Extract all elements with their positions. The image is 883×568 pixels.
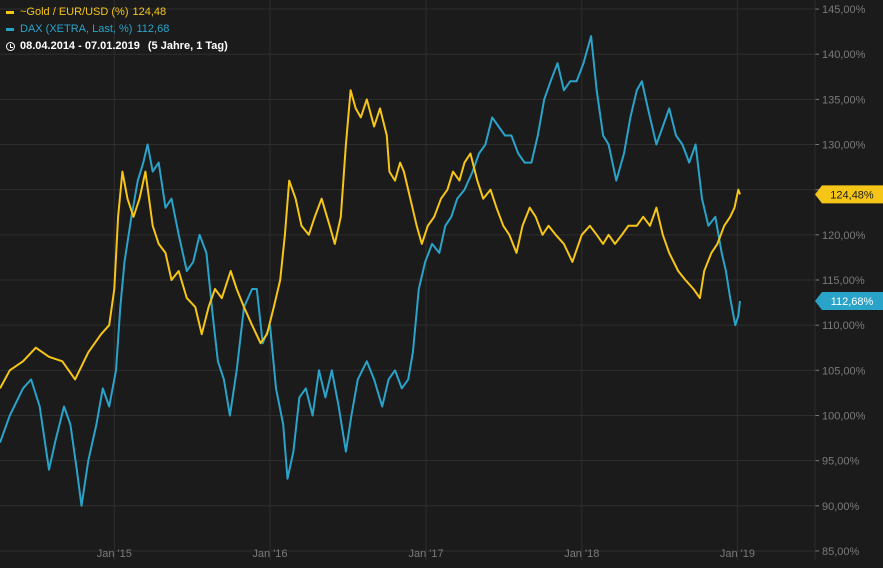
y-tick-label: 85,00%: [822, 546, 860, 558]
dax-series-swatch: [6, 28, 14, 31]
legend-item-gold[interactable]: ~Gold / EUR/USD (%) 124,48: [6, 4, 228, 21]
y-tick-label: 105,00%: [822, 365, 866, 377]
last-value-text: 112,68%: [831, 296, 874, 308]
y-tick-label: 130,00%: [822, 140, 866, 152]
gold-last-value-tag: 124,48%: [815, 185, 883, 204]
y-tick-label: 145,00%: [822, 4, 866, 16]
y-tick-label: 120,00%: [822, 230, 866, 242]
last-value-tag-bg: [815, 291, 883, 310]
x-axis-labels: Jan '15 Jan '16 Jan '17 Jan '18 Jan '19: [97, 548, 755, 560]
y-axis-labels: 85,00% 90,00% 95,00% 100,00% 105,00% 110,00% 1…: [822, 4, 866, 558]
clock-icon: [6, 42, 15, 51]
period-label: (5 Jahre, 1 Tag): [147, 40, 228, 52]
legend-gold-label: ~Gold / EUR/USD (%): [20, 6, 129, 18]
chart-series: [0, 35, 741, 507]
x-tick-label: Jan '17: [409, 548, 444, 560]
x-tick-label: Jan '16: [252, 548, 287, 560]
y-tick-label: 140,00%: [822, 49, 866, 61]
y-tick-label: 90,00%: [822, 501, 860, 513]
last-value-tag-bg: [815, 185, 883, 204]
x-tick-label: Jan '18: [564, 548, 599, 560]
x-tick-label: Jan '19: [720, 548, 755, 560]
y-tick-label: 135,00%: [822, 94, 866, 106]
chart-legend: ~Gold / EUR/USD (%) 124,48 DAX (XETRA, L…: [6, 4, 228, 55]
gold-series-swatch: [6, 11, 14, 14]
legend-gold-value: 124,48: [132, 6, 167, 18]
y-tick-label: 100,00%: [822, 410, 866, 422]
y-tick-label: 95,00%: [822, 456, 860, 468]
gold-series-line: [0, 89, 741, 389]
x-tick-label: Jan '15: [97, 548, 132, 560]
y-tick-label: 115,00%: [822, 275, 865, 287]
last-value-text: 124,48%: [830, 189, 874, 201]
legend-dax-label: DAX (XETRA, Last, %): [20, 23, 133, 35]
legend-item-dax[interactable]: DAX (XETRA, Last, %) 112,68: [6, 21, 228, 38]
y-tick-label: 110,00%: [822, 320, 865, 332]
dax-last-value-tag: 112,68%: [815, 291, 883, 310]
date-range: 08.04.2014 - 07.01.2019: [20, 40, 140, 52]
last-value-tags: 124,48% 112,68%: [815, 185, 883, 310]
legend-dax-value: 112,68: [136, 23, 170, 35]
date-range-row[interactable]: 08.04.2014 - 07.01.2019 (5 Jahre, 1 Tag): [6, 38, 228, 55]
dax-series-line: [0, 35, 741, 507]
